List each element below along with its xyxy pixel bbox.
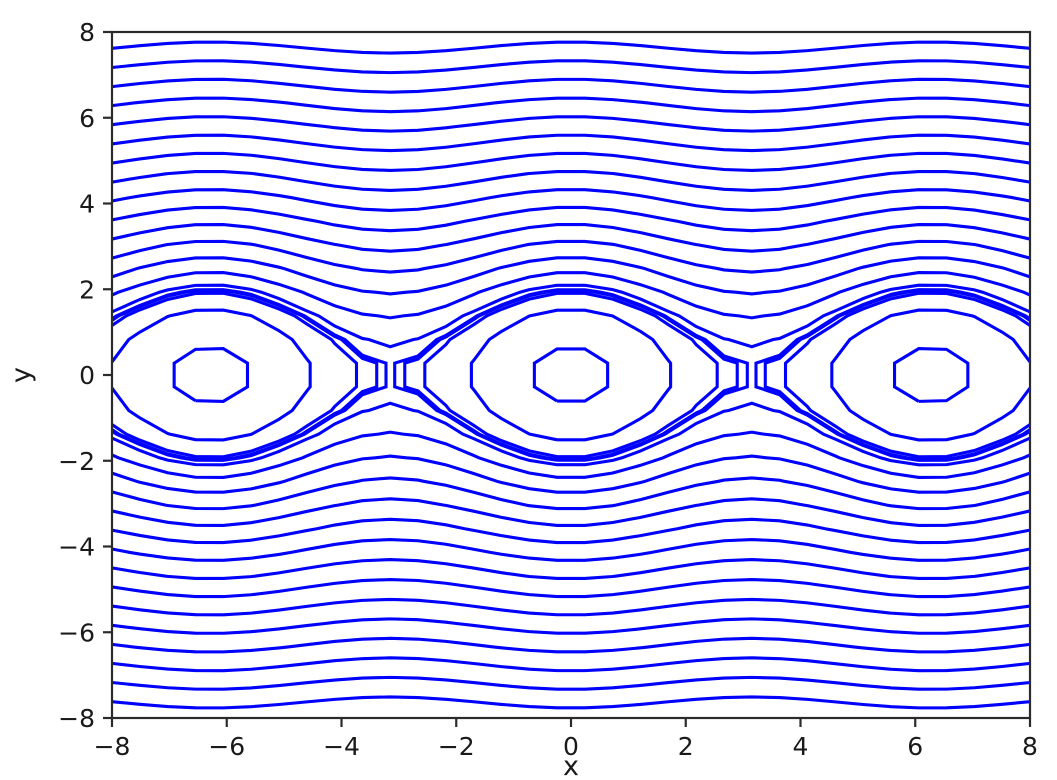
y-tick-label: 0 [79,361,95,390]
contour-line [403,288,739,462]
y-tick-label: 4 [79,190,95,219]
contour-line [111,617,1031,635]
contour-line [783,291,1031,459]
contour-line [111,283,1031,349]
x-tick-label: −4 [323,732,360,761]
contour-line [111,291,359,459]
contour-line [111,577,1031,599]
contour-line [111,454,1031,494]
y-tick-label: 2 [79,275,95,304]
contour-line [393,288,749,462]
y-tick-label: −4 [58,533,95,562]
contour-line [111,77,1031,94]
contour-line [111,115,1031,133]
contour-line [111,537,1031,562]
contour-line [423,291,719,459]
contour-line [111,497,1031,528]
x-tick-label: 8 [1022,732,1038,761]
x-tick-label: 0 [563,732,579,761]
contour-line [111,636,1031,654]
contour-line [754,288,1031,462]
contour-line [111,59,1031,75]
contour-line [892,347,970,403]
x-tick-label: 6 [907,732,923,761]
contour-line [111,695,1031,710]
contour-line [111,40,1031,55]
contour-line [111,476,1031,511]
x-tick-label: 4 [793,732,809,761]
contour-line [111,205,1031,233]
contour-line [111,675,1031,691]
x-tick-labels: −8 −6 −4 −2 0 2 4 6 8 [94,732,1038,761]
contour-line [111,256,1031,296]
contour-line [111,169,1031,192]
y-tick-label: −6 [58,618,95,647]
contour-line [111,517,1031,545]
contour-line [111,656,1031,673]
contour-line [111,430,1031,479]
contour-line-group [110,40,1032,710]
x-tick-label: −8 [94,732,131,761]
x-axis-label: x [563,751,579,780]
y-tick-label: −2 [58,447,95,476]
contour-line [111,401,1031,467]
contour-line [111,288,388,462]
contour-line [111,133,1031,153]
contour-line [469,308,673,442]
contour-line [111,151,1031,173]
contour-line [111,96,1031,114]
contour-line [532,347,610,403]
contour-line [830,308,1032,442]
contour-line [111,597,1031,617]
y-tick-label: 6 [79,104,95,133]
contour-line [172,347,250,403]
y-tick-label: 8 [79,18,95,47]
contour-line [110,308,312,442]
x-tick-label: −2 [438,732,475,761]
contour-line [111,188,1031,213]
x-tick-label: −6 [208,732,245,761]
y-tick-labels: −8 −6 −4 −2 0 2 4 6 8 [58,18,95,733]
contour-line [111,558,1031,581]
contour-line [111,222,1031,253]
contour-line [111,271,1031,320]
axis-ticks [103,30,1032,727]
y-tick-label: −8 [58,704,95,733]
contour-line [111,239,1031,274]
x-tick-label: 2 [678,732,694,761]
y-axis-label: y [6,367,37,383]
